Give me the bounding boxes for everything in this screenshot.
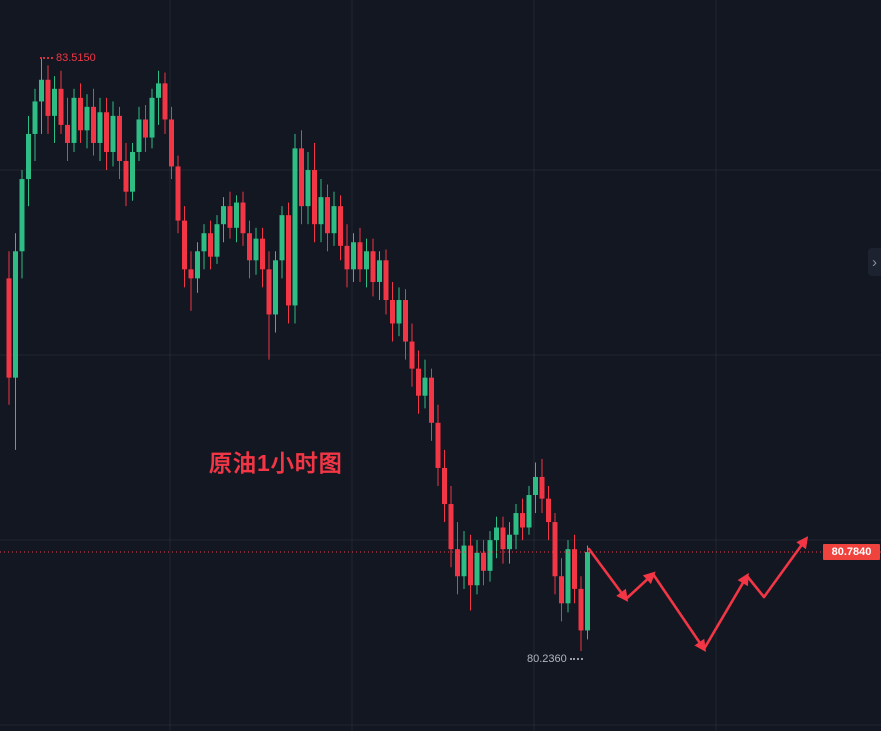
current-price-label: 80.7840	[823, 544, 880, 561]
low-price-marker: 80.2360	[527, 652, 583, 666]
high-price-marker: 83.5150	[40, 51, 96, 65]
candles	[6, 59, 590, 651]
leader-dots	[569, 657, 583, 660]
leader-dots	[40, 57, 53, 59]
price-scale[interactable]: 82.9002 81.8755 80.8508 79.8261	[823, 0, 881, 731]
high-price-value: 83.5150	[56, 52, 96, 64]
projection-arrows[interactable]	[587, 536, 809, 652]
low-price-value: 80.2360	[527, 652, 567, 665]
chevron-right-icon: ›	[872, 253, 877, 271]
collapse-panel-button[interactable]: ›	[868, 248, 881, 276]
chart-annotation-text[interactable]: 原油1小时图	[209, 450, 343, 476]
